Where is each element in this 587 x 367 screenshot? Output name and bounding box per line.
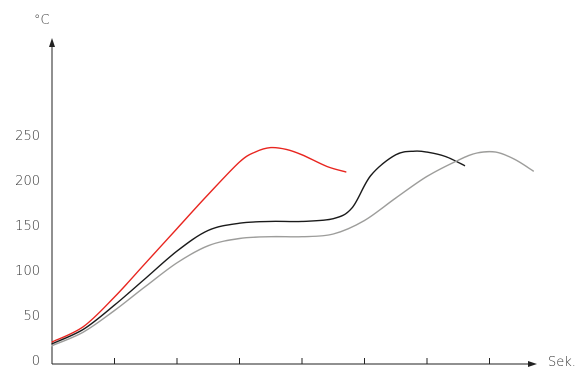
axes: °C Sek. [34,13,576,367]
y-tick-label-0: 0 [32,354,40,367]
y-tick-label-200: 200 [15,174,40,189]
y-tick-label-250: 250 [15,129,40,144]
series-lines [51,146,534,347]
series-line-black [51,150,466,345]
y-tick-label-150: 150 [15,219,40,234]
x-axis-label: Sek. [548,355,576,367]
x-axis-arrow-icon [528,361,537,367]
series-line-red [51,146,347,343]
y-tick-label-50: 50 [23,309,40,324]
x-ticks [114,358,490,364]
y-tick-label-100: 100 [15,264,40,279]
y-tick-labels: 0 50 100 150 200 250 [15,129,40,367]
y-axis-label: °C [34,13,50,28]
series-line-gray [51,150,534,347]
y-axis-arrow-icon [49,38,55,47]
